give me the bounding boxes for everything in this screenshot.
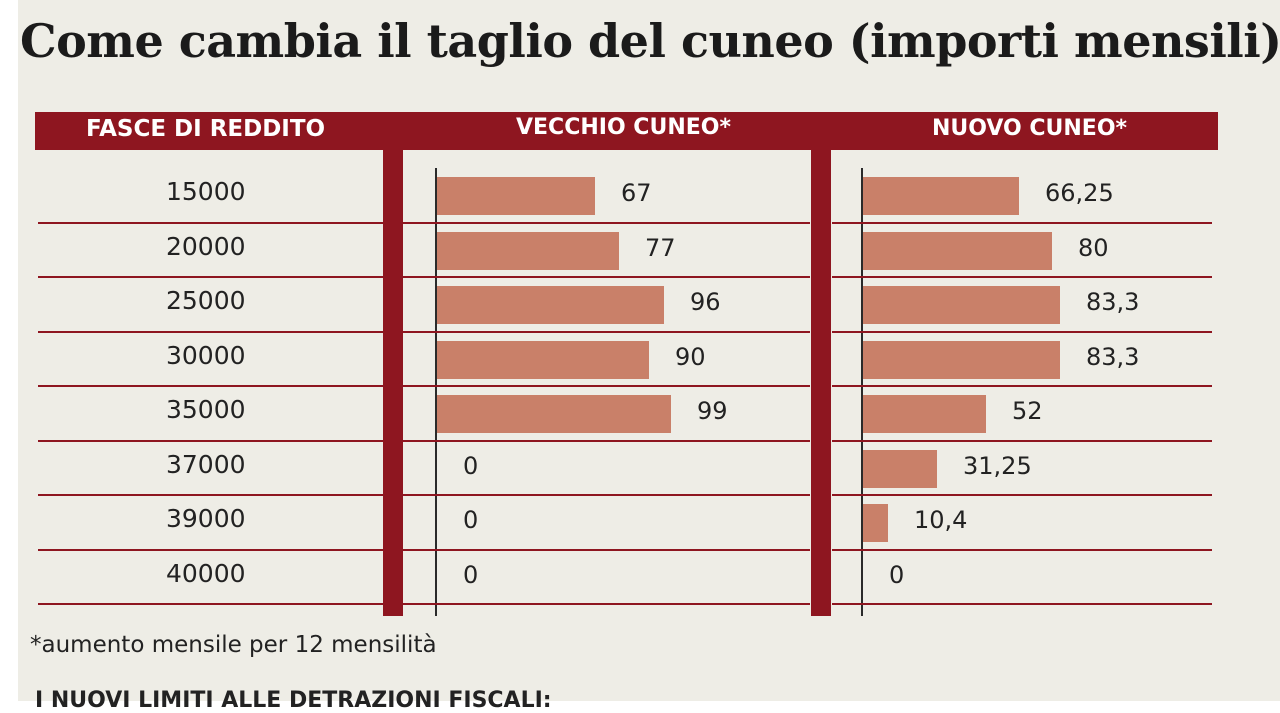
bar-old-cuneo xyxy=(437,395,671,433)
divider-right xyxy=(811,112,831,616)
row-separator xyxy=(38,276,383,278)
row-separator xyxy=(38,331,383,333)
row-separator xyxy=(38,385,383,387)
axis-old xyxy=(435,168,437,616)
bar-new-cuneo xyxy=(863,286,1060,324)
value-label-new: 0 xyxy=(889,561,905,589)
category-label: 40000 xyxy=(166,559,246,588)
row-separator xyxy=(832,549,1212,551)
value-label-old: 0 xyxy=(463,452,479,480)
bar-new-cuneo xyxy=(863,177,1019,215)
value-label-old: 99 xyxy=(697,397,728,425)
category-label: 30000 xyxy=(166,341,246,370)
row-separator xyxy=(38,494,383,496)
row-separator xyxy=(832,331,1212,333)
category-label: 20000 xyxy=(166,232,246,261)
value-label-old: 96 xyxy=(690,288,721,316)
value-label-old: 0 xyxy=(463,561,479,589)
bar-old-cuneo xyxy=(437,286,664,324)
value-label-new: 31,25 xyxy=(963,452,1032,480)
row-separator xyxy=(832,603,1212,605)
bar-old-cuneo xyxy=(437,232,619,270)
row-separator xyxy=(38,549,383,551)
chart-title: Come cambia il taglio del cuneo (importi… xyxy=(20,14,1280,68)
bar-new-cuneo xyxy=(863,450,937,488)
bar-old-cuneo xyxy=(437,341,649,379)
row-separator xyxy=(38,222,383,224)
bar-old-cuneo xyxy=(437,177,595,215)
row-separator xyxy=(403,222,810,224)
row-separator xyxy=(403,549,810,551)
category-label: 25000 xyxy=(166,286,246,315)
bar-new-cuneo xyxy=(863,341,1060,379)
header-bar xyxy=(35,112,1218,150)
value-label-new: 83,3 xyxy=(1086,288,1140,316)
row-separator xyxy=(832,494,1212,496)
value-label-old: 67 xyxy=(621,179,652,207)
category-label: 37000 xyxy=(166,450,246,479)
bar-new-cuneo xyxy=(863,232,1052,270)
row-separator xyxy=(38,440,383,442)
value-label-new: 66,25 xyxy=(1045,179,1114,207)
value-label-new: 80 xyxy=(1078,234,1109,262)
row-separator xyxy=(832,440,1212,442)
row-separator xyxy=(403,603,810,605)
value-label-new: 52 xyxy=(1012,397,1043,425)
value-label-old: 90 xyxy=(675,343,706,371)
divider-left xyxy=(383,112,403,616)
footnote: *aumento mensile per 12 mensilità xyxy=(30,632,437,658)
row-separator xyxy=(403,494,810,496)
header-categories: FASCE DI REDDITO xyxy=(86,116,326,142)
row-separator xyxy=(403,331,810,333)
row-separator xyxy=(832,385,1212,387)
row-separator xyxy=(403,440,810,442)
row-separator xyxy=(403,385,810,387)
header-new-cuneo: NUOVO CUNEO* xyxy=(932,116,1128,141)
value-label-new: 10,4 xyxy=(914,506,968,534)
bar-new-cuneo xyxy=(863,504,888,542)
row-separator xyxy=(403,276,810,278)
value-label-old: 0 xyxy=(463,506,479,534)
category-label: 15000 xyxy=(166,177,246,206)
category-label: 35000 xyxy=(166,395,246,424)
axis-new xyxy=(861,168,863,616)
value-label-new: 83,3 xyxy=(1086,343,1140,371)
row-separator xyxy=(832,276,1212,278)
category-label: 39000 xyxy=(166,504,246,533)
bar-new-cuneo xyxy=(863,395,986,433)
row-separator xyxy=(832,222,1212,224)
header-old-cuneo: VECCHIO CUNEO* xyxy=(516,115,731,140)
row-separator xyxy=(38,603,383,605)
value-label-old: 77 xyxy=(645,234,676,262)
